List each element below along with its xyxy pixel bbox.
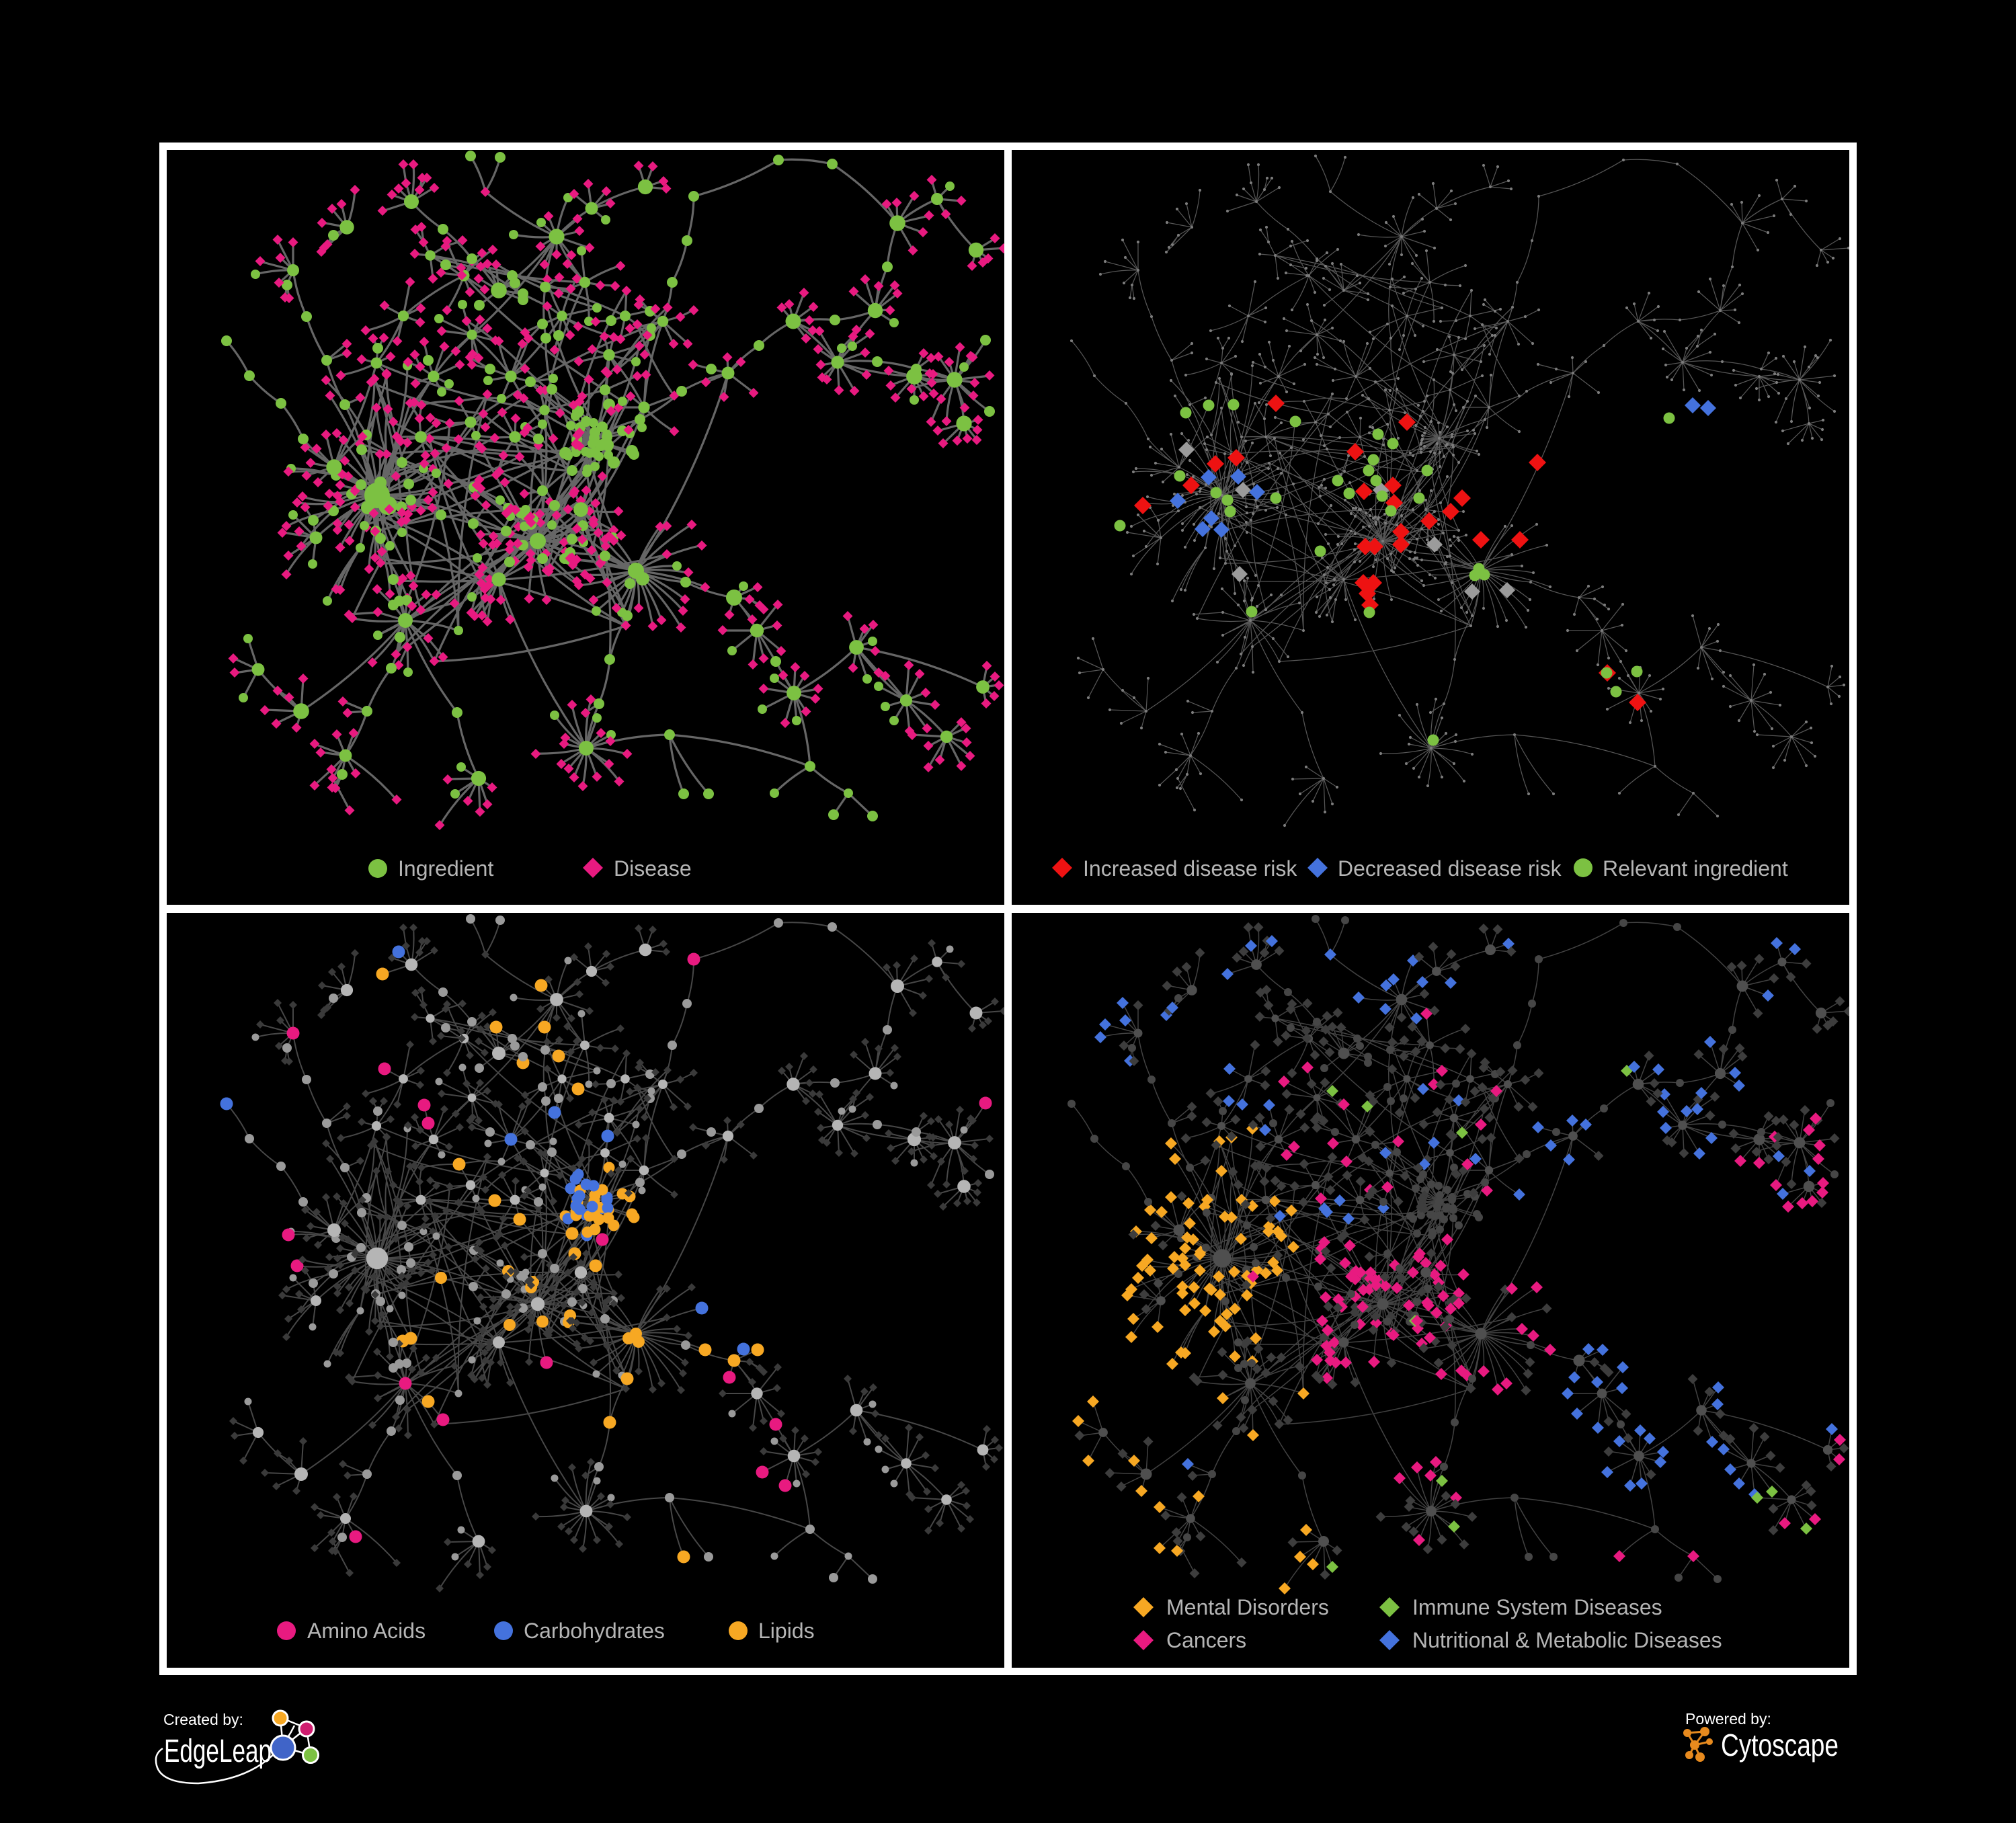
svg-text:Lipids: Lipids [758, 1619, 815, 1643]
svg-text:Nutritional & Metabolic Diseas: Nutritional & Metabolic Diseases [1412, 1628, 1722, 1652]
svg-text:Decreased disease risk: Decreased disease risk [1338, 856, 1562, 881]
svg-text:Increased disease risk: Increased disease risk [1083, 856, 1297, 881]
svg-text:Carbohydrates: Carbohydrates [524, 1619, 665, 1643]
svg-text:Cancers: Cancers [1166, 1628, 1246, 1652]
svg-text:Immune System Diseases: Immune System Diseases [1412, 1595, 1662, 1619]
svg-text:EdgeLeap: EdgeLeap [164, 1734, 272, 1769]
svg-text:Mental Disorders: Mental Disorders [1166, 1595, 1329, 1619]
svg-text:Disease: Disease [614, 856, 692, 881]
svg-text:Ingredient: Ingredient [398, 856, 493, 881]
svg-text:Cytoscape: Cytoscape [1721, 1728, 1839, 1763]
svg-text:Created by:: Created by: [163, 1711, 243, 1728]
svg-text:Amino Acids: Amino Acids [307, 1619, 426, 1643]
svg-text:Relevant ingredient: Relevant ingredient [1603, 856, 1788, 881]
svg-text:Powered by:: Powered by: [1685, 1710, 1771, 1728]
